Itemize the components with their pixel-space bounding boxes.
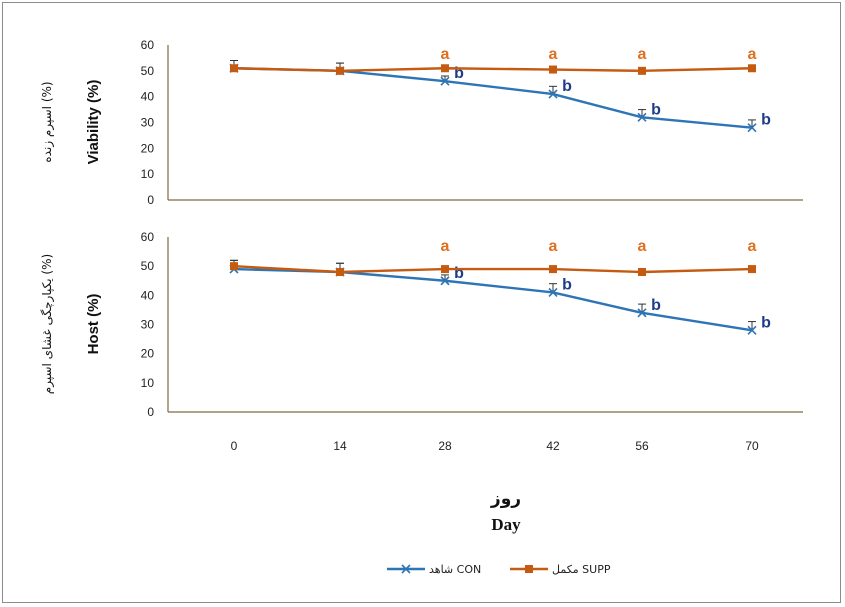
legend-label: مکمل SUPP	[552, 563, 611, 576]
y-tick-label: 30	[141, 116, 155, 130]
x-tick-label: 28	[438, 439, 452, 453]
series-line-supp	[233, 67, 753, 73]
viability-host-line-chart: 0 10 20 30 40 50 60 Viability (%) اسپرم زنده (%)…	[40, 38, 803, 576]
x-axis-title-english: Day	[491, 515, 521, 534]
data-point-con	[747, 325, 757, 335]
y-axis-label-english: Viability (%)	[85, 80, 102, 165]
significance-letter-b: b	[651, 297, 661, 314]
significance-letter-a: a	[748, 238, 757, 255]
y-tick-label: 40	[141, 288, 155, 302]
x-tick-label: 14	[333, 439, 347, 453]
data-point-supp	[336, 268, 344, 276]
significance-letter-b: b	[651, 101, 661, 118]
data-point-con	[440, 276, 450, 286]
data-point-supp	[441, 64, 449, 73]
data-point-supp	[638, 268, 646, 276]
significance-letter-a: a	[549, 238, 558, 255]
x-tick-label: 56	[635, 439, 649, 453]
significance-letter-a: a	[748, 46, 757, 63]
data-point-con	[440, 76, 450, 86]
y-tick-label: 60	[141, 230, 155, 244]
series-line-con	[233, 267, 753, 332]
data-point-supp	[549, 65, 557, 74]
x-tick-label: 0	[231, 439, 238, 453]
data-point-supp	[230, 262, 238, 271]
significance-letter-b: b	[562, 78, 572, 95]
y-tick-label: 20	[141, 141, 155, 155]
data-point-con	[747, 123, 757, 133]
legend-label: شاهد CON	[429, 563, 481, 576]
y-tick-label: 50	[141, 259, 155, 273]
significance-letter-b: b	[761, 112, 771, 129]
data-point-supp	[748, 64, 756, 73]
y-tick-label: 0	[147, 193, 154, 207]
significance-letter-a: a	[638, 238, 647, 255]
x-tick-label: 70	[745, 439, 759, 453]
legend-marker	[525, 565, 533, 573]
data-point-supp	[748, 265, 756, 274]
significance-letter-a: a	[441, 238, 450, 255]
y-tick-label: 40	[141, 90, 155, 104]
significance-letter-b: b	[562, 276, 572, 293]
y-tick-label: 10	[141, 167, 155, 181]
panel-2: 0 10 20 30 40 50 60 Host (%) یکپارچگی غشای اسپرم…	[40, 230, 803, 419]
panel-1: 0 10 20 30 40 50 60 Viability (%) اسپرم زنده (%)…	[40, 38, 803, 207]
y-tick-label: 10	[141, 376, 155, 390]
data-point-supp	[230, 64, 238, 73]
y-axis-label-farsi: یکپارچگی غشای اسپرم (%)	[40, 254, 55, 394]
y-tick-label: 30	[141, 318, 155, 332]
y-tick-label: 50	[141, 64, 155, 78]
data-point-con	[548, 287, 558, 297]
y-tick-label: 60	[141, 38, 155, 52]
significance-letter-b: b	[454, 65, 464, 82]
y-tick-label: 20	[141, 347, 155, 361]
data-point-con	[548, 89, 558, 99]
legend-item-supp: مکمل SUPP	[510, 563, 611, 576]
data-point-con	[637, 308, 647, 318]
significance-letter-a: a	[441, 46, 450, 63]
legend-marker	[401, 564, 411, 574]
data-point-supp	[638, 66, 646, 75]
x-axis-title-farsi: روز	[490, 489, 521, 509]
data-point-con	[637, 112, 647, 122]
data-point-supp	[336, 66, 344, 75]
series-line-supp	[233, 264, 753, 274]
x-tick-label: 42	[546, 439, 560, 453]
significance-letter-a: a	[549, 46, 558, 63]
significance-letter-b: b	[761, 314, 771, 331]
y-axis-label-farsi: اسپرم زنده (%)	[40, 81, 55, 162]
significance-letter-b: b	[454, 265, 464, 282]
y-tick-label: 0	[147, 405, 154, 419]
data-point-supp	[441, 265, 449, 274]
data-point-supp	[549, 265, 557, 274]
y-axis-label-english: Host (%)	[85, 294, 102, 355]
legend-item-con: شاهد CON	[387, 563, 481, 576]
significance-letter-a: a	[638, 46, 647, 63]
legend: شاهد CON مکمل SUPP	[387, 563, 611, 576]
series-line-con	[233, 67, 753, 129]
